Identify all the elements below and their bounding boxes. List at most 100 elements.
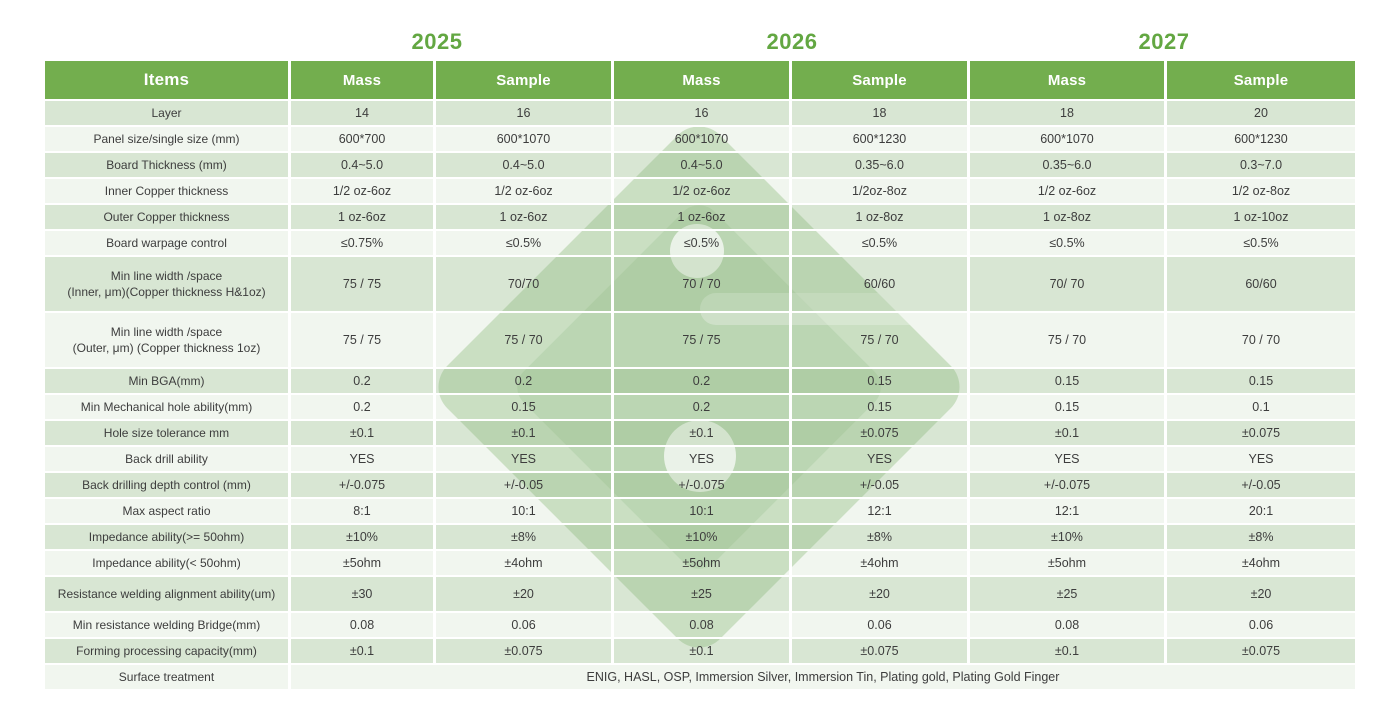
table-row: Min line width /space (Inner, μm)(Copper…	[45, 257, 1358, 313]
row-label: Inner Copper thickness	[45, 179, 291, 205]
row-label: Min Mechanical hole ability(mm)	[45, 395, 291, 421]
cell-value: 0.4~5.0	[291, 153, 436, 179]
cell-value: 60/60	[1167, 257, 1358, 313]
watermark-circle-top	[670, 224, 724, 278]
row-label: Surface treatment	[45, 665, 291, 691]
cell-value: +/-0.05	[1167, 473, 1358, 499]
cell-value: 0.1	[1167, 395, 1358, 421]
row-label: Hole size tolerance mm	[45, 421, 291, 447]
cell-value: ±10%	[970, 525, 1167, 551]
cell-value: ±0.075	[436, 639, 614, 665]
table-row: Inner Copper thickness 1/2 oz-6oz 1/2 oz-6…	[45, 179, 1358, 205]
cell-value: ±0.1	[291, 639, 436, 665]
cell-value: 0.06	[792, 613, 970, 639]
cell-value: 75 / 75	[614, 313, 792, 369]
cell-value: 600*1070	[970, 127, 1167, 153]
col-header-sample-2026: Sample	[792, 61, 970, 101]
cell-value: 70/ 70	[970, 257, 1167, 313]
cell-value: YES	[1167, 447, 1358, 473]
table-row: Min Mechanical hole ability(mm) 0.2 0.15 0.…	[45, 395, 1358, 421]
cell-value: ±0.075	[1167, 421, 1358, 447]
cell-value: ±8%	[436, 525, 614, 551]
cell-value: 600*1230	[792, 127, 970, 153]
row-label: Min resistance welding Bridge(mm)	[45, 613, 291, 639]
cell-value: 75 / 70	[970, 313, 1167, 369]
cell-value: ±0.075	[792, 421, 970, 447]
table-row: Board warpage control ≤0.75% ≤0.5% ≤0.5% ≤0.…	[45, 231, 1358, 257]
cell-value: ≤0.5%	[614, 231, 792, 257]
cell-value: 16	[436, 101, 614, 127]
cell-value: +/-0.075	[614, 473, 792, 499]
cell-value: 0.35~6.0	[792, 153, 970, 179]
table-row: Min BGA(mm) 0.2 0.2 0.2 0.15 0.15 0.15	[45, 369, 1358, 395]
cell-value: 600*1070	[436, 127, 614, 153]
cell-value: ±4ohm	[792, 551, 970, 577]
cell-value: 0.15	[1167, 369, 1358, 395]
cell-value: YES	[436, 447, 614, 473]
cell-value: 16	[614, 101, 792, 127]
cell-value: 18	[970, 101, 1167, 127]
cell-value: 1 oz-6oz	[436, 205, 614, 231]
cell-value: 12:1	[792, 499, 970, 525]
col-header-mass-2026: Mass	[614, 61, 792, 101]
cell-value: 10:1	[436, 499, 614, 525]
cell-value: 75 / 75	[291, 257, 436, 313]
cell-value: 1 oz-8oz	[970, 205, 1167, 231]
table-row: Layer 14 16 16 18 18 20	[45, 101, 1358, 127]
year-label-2025: 2025	[411, 29, 463, 54]
cell-value: 10:1	[614, 499, 792, 525]
cell-value: 0.3~7.0	[1167, 153, 1358, 179]
cell-value: ±0.1	[970, 639, 1167, 665]
capability-table-body: Layer 14 16 16 18 18 20 Panel size/single size …	[45, 101, 1358, 691]
cell-value: 1 oz-8oz	[792, 205, 970, 231]
cell-value: ±8%	[792, 525, 970, 551]
cell-value: 0.4~5.0	[614, 153, 792, 179]
table-row: Outer Copper thickness 1 oz-6oz 1 oz-6oz 1 …	[45, 205, 1358, 231]
row-label: Board Thickness (mm)	[45, 153, 291, 179]
cell-value: ≤0.5%	[970, 231, 1167, 257]
row-label: Layer	[45, 101, 291, 127]
cell-value: 0.15	[970, 395, 1167, 421]
col-header-sample-2027: Sample	[1167, 61, 1358, 101]
row-label: Forming processing capacity(mm)	[45, 639, 291, 665]
cell-value: 0.15	[970, 369, 1167, 395]
watermark-circle-bottom	[664, 420, 736, 492]
cell-value: 0.2	[614, 395, 792, 421]
cell-value: ≤0.5%	[792, 231, 970, 257]
watermark-trace-bar	[700, 293, 940, 325]
cell-value: YES	[291, 447, 436, 473]
row-label: Panel size/single size (mm)	[45, 127, 291, 153]
table-row: Min line width /space (Outer, μm) (Coppe…	[45, 313, 1358, 369]
row-label: Impedance ability(>= 50ohm)	[45, 525, 291, 551]
cell-value: ±0.075	[792, 639, 970, 665]
table-row: Forming processing capacity(mm) ±0.1 ±0.07…	[45, 639, 1358, 665]
surface-treatment-value: ENIG, HASL, OSP, Immersion Silver, Immer…	[291, 665, 1358, 691]
cell-value: ±4ohm	[436, 551, 614, 577]
cell-value: +/-0.05	[436, 473, 614, 499]
cell-value: 12:1	[970, 499, 1167, 525]
items-column-header: Items	[45, 61, 291, 101]
cell-value: 1/2 oz-6oz	[614, 179, 792, 205]
cell-value: 75 / 70	[436, 313, 614, 369]
col-header-mass-2027: Mass	[970, 61, 1167, 101]
cell-value: 70 / 70	[1167, 313, 1358, 369]
row-label: Board warpage control	[45, 231, 291, 257]
cell-value: ±8%	[1167, 525, 1358, 551]
cell-value: ±10%	[614, 525, 792, 551]
cell-value: YES	[614, 447, 792, 473]
cell-value: 1/2 oz-6oz	[436, 179, 614, 205]
table-row: Back drill ability YES YES YES YES YES YES	[45, 447, 1358, 473]
cell-value: 0.15	[436, 395, 614, 421]
cell-value: 0.35~6.0	[970, 153, 1167, 179]
cell-value: ±0.1	[614, 421, 792, 447]
cell-value: 20	[1167, 101, 1358, 127]
cell-value: 0.15	[792, 369, 970, 395]
header-row: Items Mass Sample Mass Sample Mass Sampl…	[45, 61, 1358, 101]
cell-value: 20:1	[1167, 499, 1358, 525]
cell-value: ≤0.75%	[291, 231, 436, 257]
cell-value: 1 oz-6oz	[291, 205, 436, 231]
cell-value: 70/70	[436, 257, 614, 313]
cell-value: 600*1230	[1167, 127, 1358, 153]
cell-value: ±20	[792, 577, 970, 613]
